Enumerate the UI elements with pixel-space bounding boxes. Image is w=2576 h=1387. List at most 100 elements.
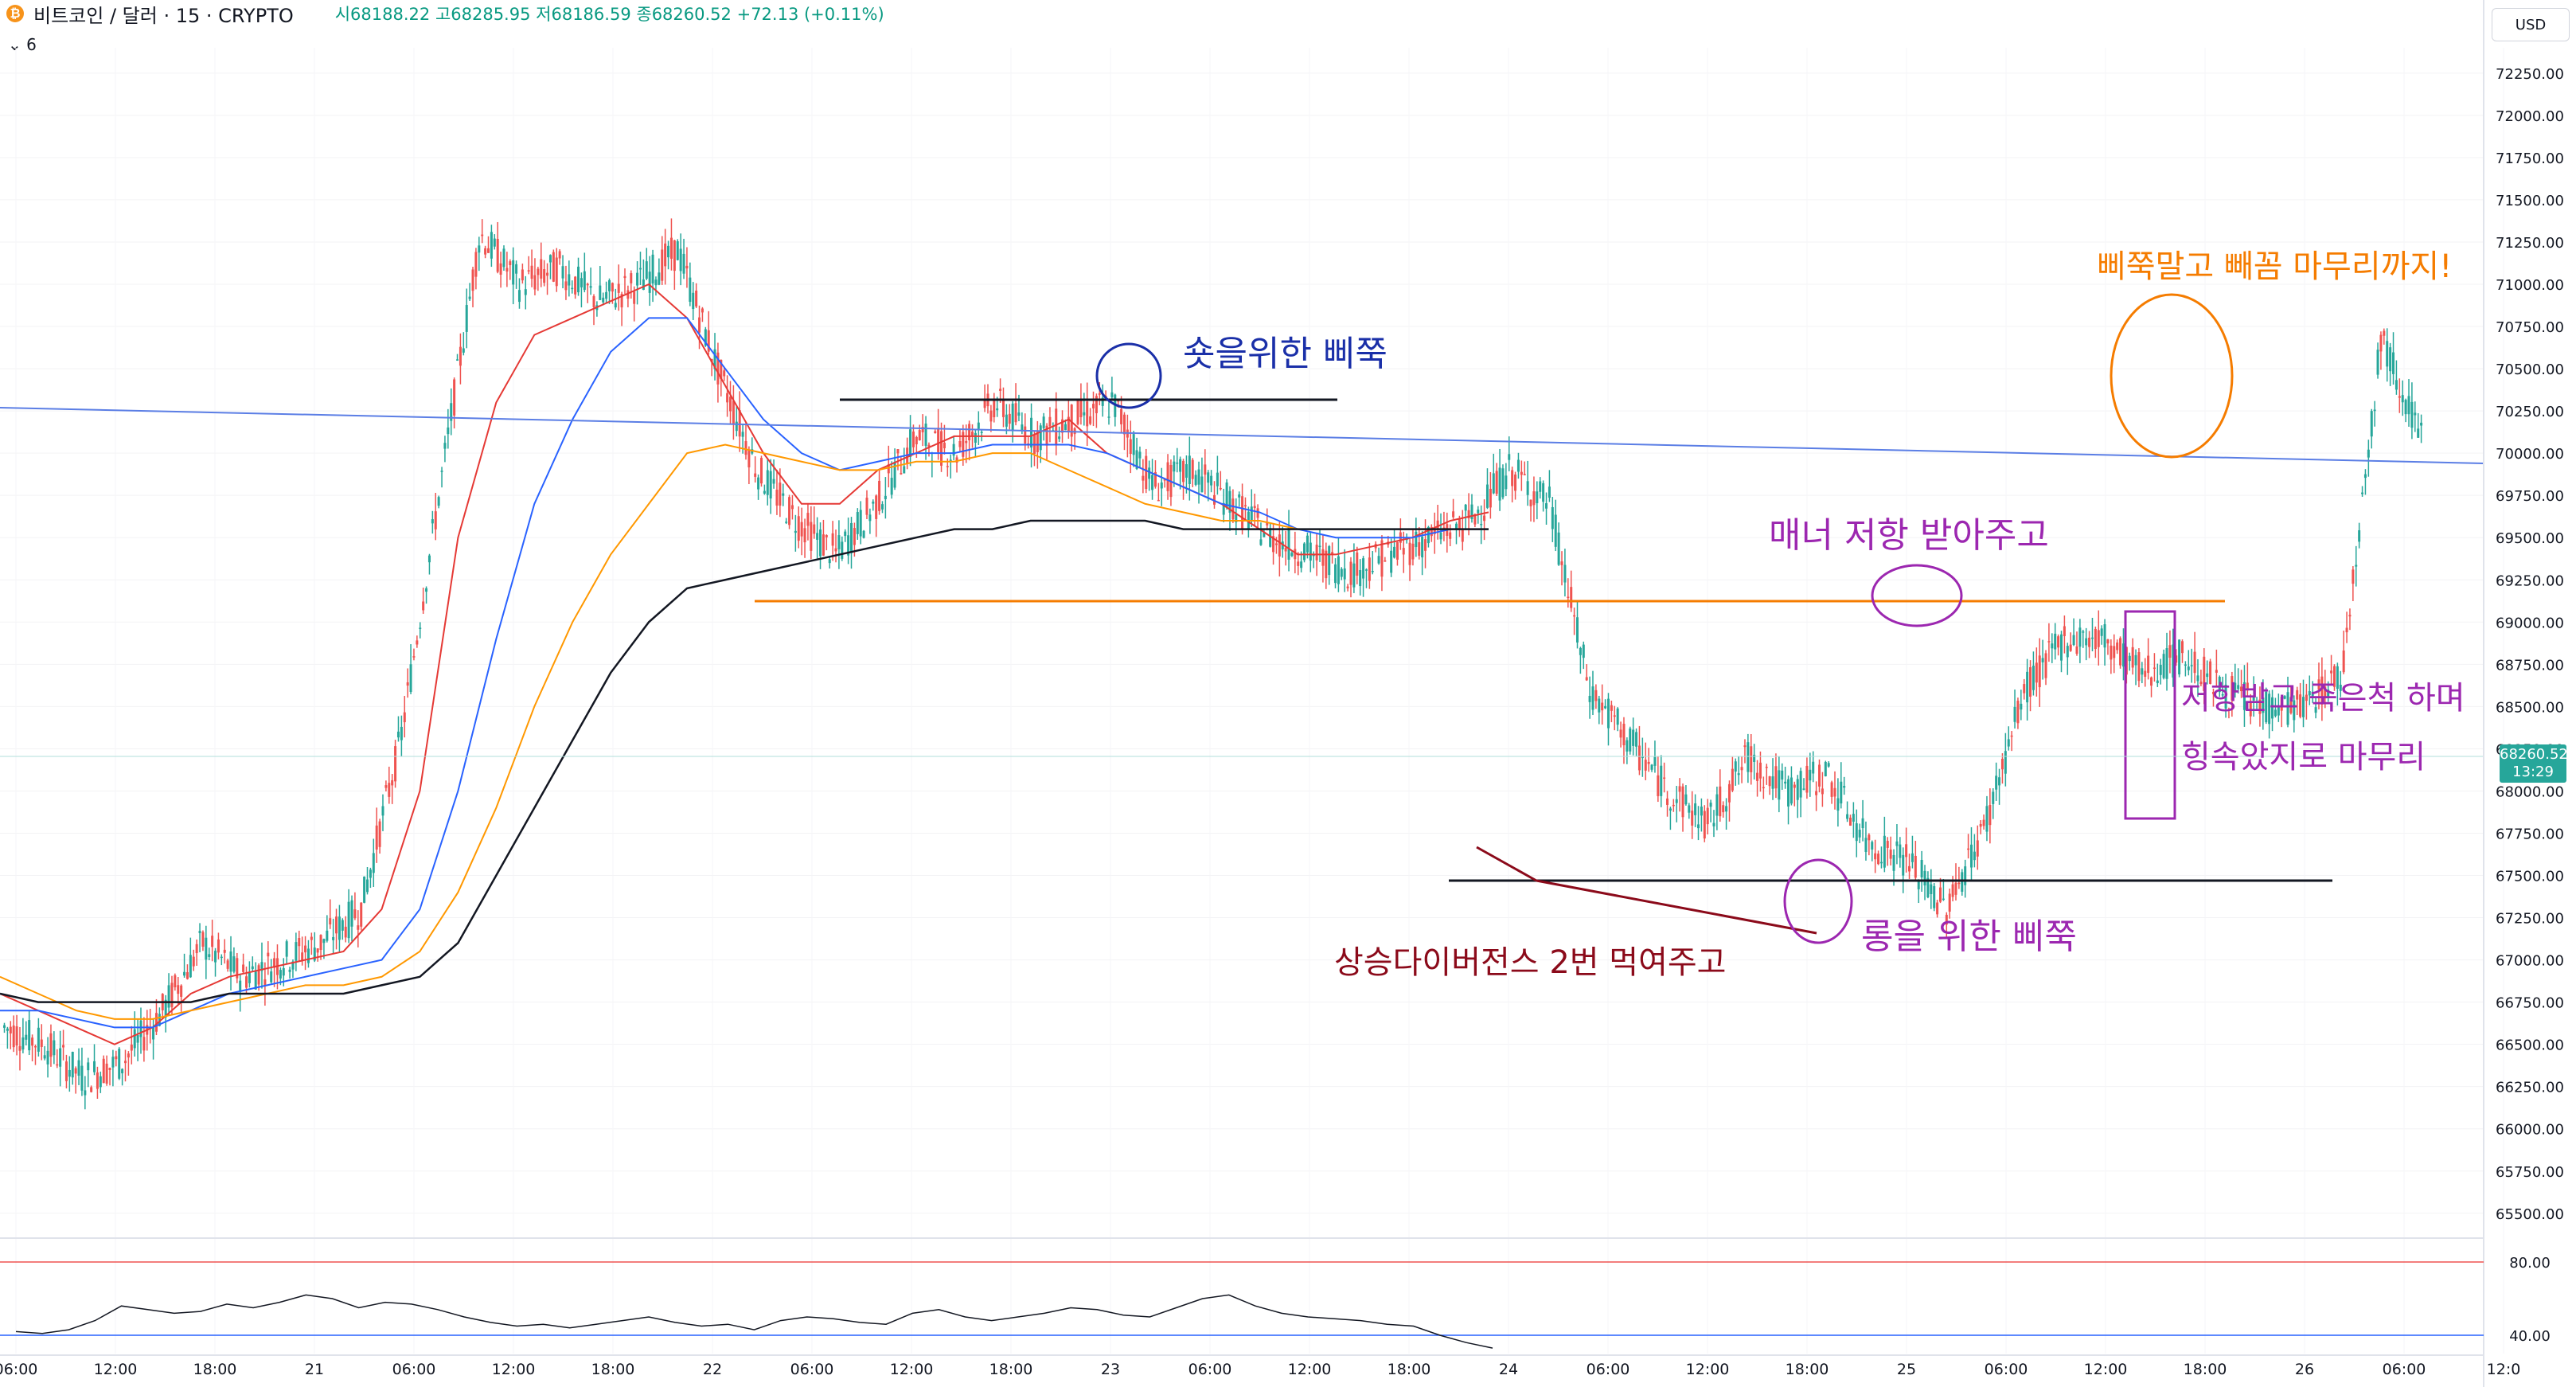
candle-body [2320, 676, 2324, 705]
candle-body [1601, 702, 1604, 711]
candle-body [2000, 759, 2004, 770]
candle-body [1340, 568, 1343, 577]
candle-body [1356, 552, 1359, 576]
candle-body [822, 534, 825, 556]
candle-body [1579, 647, 1582, 655]
candle-body [543, 269, 546, 283]
candle-body [229, 951, 232, 972]
symbol-title[interactable]: 비트코인 / 달러 · 15 · CRYPTO [33, 4, 294, 27]
candle-body [1973, 851, 1976, 861]
annotation-divergence: 상승다이버전스 2번 먹여주고 [1334, 944, 1727, 981]
candle-body [993, 400, 996, 418]
candle-body [2038, 655, 2041, 688]
candle-body [484, 248, 487, 255]
candle-body [937, 428, 940, 452]
candle-body [2227, 709, 2231, 711]
candle-body [1635, 732, 1638, 747]
candle-body [1954, 882, 1957, 895]
candle-body [2137, 652, 2141, 682]
candle-body [1982, 819, 1985, 826]
x-tick-label: 18:00 [2184, 1361, 2227, 1378]
indicator-toggle[interactable]: ⌄ 6 [8, 35, 37, 54]
candle-body [1604, 705, 1607, 709]
x-tick-label: 26 [2295, 1361, 2314, 1378]
candle-body [2181, 641, 2184, 654]
candle-body [1207, 472, 1210, 483]
candle-body [357, 925, 360, 930]
candle-body [1920, 859, 1923, 877]
candle-body [2379, 334, 2383, 352]
low-value: 저68186.59 [536, 5, 631, 24]
candle-body [2134, 654, 2137, 666]
candle-body [152, 1027, 155, 1040]
candle-body [1942, 898, 1945, 901]
candle-body [685, 265, 689, 269]
candle-body [996, 408, 999, 411]
candle-body [1622, 724, 1626, 745]
candle-body [747, 449, 751, 467]
divergence-line [1476, 846, 1537, 882]
candle-body [1495, 471, 1498, 494]
candle-body [878, 480, 881, 511]
candle-body [139, 1020, 142, 1037]
candle-body [779, 483, 782, 506]
candle-body [1703, 811, 1706, 839]
x-tick-label: 06:00 [392, 1361, 436, 1378]
candle-body [980, 432, 983, 433]
candle-body [716, 352, 720, 385]
candle-body [388, 783, 391, 797]
candle-body [704, 329, 707, 346]
candle-body [68, 1069, 71, 1077]
moving-average-line [0, 443, 1489, 1020]
candle-body [1871, 842, 1874, 850]
candle-body [1520, 471, 1523, 475]
candle-body [412, 656, 416, 658]
candle-body [788, 497, 791, 525]
candle-body [2305, 694, 2308, 701]
currency-button[interactable]: USD [2492, 8, 2570, 41]
candle-body [1250, 506, 1253, 521]
candle-body [958, 441, 962, 447]
candle-body [2121, 643, 2125, 667]
candle-body [1641, 756, 1644, 759]
candle-body [946, 466, 949, 467]
candle-body [1613, 715, 1616, 717]
chart-header: ₿ 비트코인 / 달러 · 15 · CRYPTO 시68188.22 고682… [0, 0, 884, 27]
candle-body [741, 432, 744, 437]
candle-body [1961, 872, 1964, 892]
candle-body [211, 936, 214, 947]
candle-body [555, 257, 558, 287]
candle-body [6, 1028, 9, 1031]
y-tick-label: 69750.00 [2496, 488, 2564, 505]
candle-body [1331, 552, 1334, 555]
candle-body [2010, 735, 2013, 737]
candle-body [999, 389, 1002, 391]
candle-body [481, 234, 484, 236]
candle-body [1731, 768, 1734, 791]
candle-body [1364, 569, 1368, 571]
candle-body [1039, 425, 1042, 451]
x-tick-label: 18:00 [1388, 1361, 1431, 1378]
candle-body [1284, 547, 1287, 552]
candle-body [74, 1068, 77, 1074]
candle-body [1765, 766, 1768, 768]
candle-body [1294, 549, 1297, 560]
candle-body [2417, 428, 2420, 438]
candle-body [602, 297, 605, 303]
candle-body [707, 330, 710, 352]
candle-body [806, 513, 810, 526]
candle-body [1709, 803, 1712, 807]
candle-body [2358, 529, 2361, 542]
candle-body [1771, 776, 1774, 789]
candle-body [28, 1020, 31, 1051]
candle-body [1194, 475, 1197, 485]
candle-body [1727, 783, 1731, 803]
candle-body [642, 279, 645, 290]
candle-body [726, 393, 729, 403]
candle-body [133, 1029, 136, 1049]
candle-body [1083, 412, 1086, 416]
candle-body [279, 970, 282, 979]
candle-body [447, 427, 450, 435]
ohlc-readout: 시68188.22 고68285.95 저68186.59 종68260.52 … [335, 2, 884, 25]
